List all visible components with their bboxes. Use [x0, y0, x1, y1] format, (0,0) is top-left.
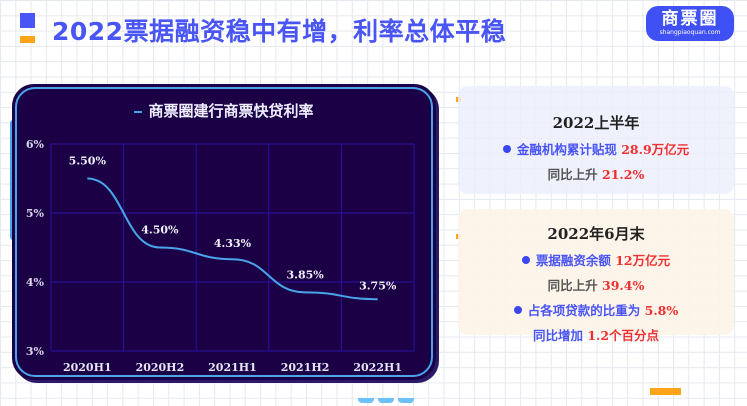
stat-label: 占各项贷款的比重为 [527, 303, 641, 318]
data-label: 4.33% [214, 237, 252, 250]
bullet-icon [513, 306, 522, 314]
panel-line: 同比上升 21.2% [458, 164, 734, 183]
stat-value: 5.8% [644, 303, 679, 318]
y-tick-label: 6% [26, 138, 45, 151]
stat-value: 28.9万亿元 [621, 142, 690, 157]
legend-dash-icon [134, 111, 143, 113]
title-marker-orange [20, 36, 35, 43]
stat-label: 同比增加 [532, 328, 583, 343]
panel-line: 同比增加 1.2个百分点 [458, 325, 734, 344]
data-label: 3.75% [359, 279, 397, 292]
y-tick-label: 3% [26, 345, 45, 358]
panel-line: 占各项贷款的比重为 5.8% [458, 300, 734, 319]
data-label: 5.50% [69, 155, 107, 168]
stat-value: 39.4% [602, 278, 645, 293]
logo-url: shangpiaoquan.com [659, 29, 721, 36]
chart-card-border [15, 87, 433, 377]
y-tick-label: 4% [26, 276, 45, 289]
chart-title: 商票圈建行商票快贷利率 [12, 100, 436, 121]
chart-title-text: 商票圈建行商票快贷利率 [148, 102, 314, 120]
bullet-icon [521, 256, 530, 264]
panel-2022-h1: 2022上半年 金融机构累计贴现 28.9万亿元 同比上升 21.2% [458, 86, 734, 194]
stat-label: 同比上升 [547, 167, 598, 182]
decor-bar [650, 388, 681, 395]
panel-2022-june: 2022年6月末 票据融资余额 12万亿元 同比上升 39.4% 占各项贷款的比… [458, 209, 734, 343]
logo-text: 商票圈 [661, 9, 719, 29]
stat-label: 同比上升 [547, 278, 598, 293]
x-tick-label: 2022H1 [353, 361, 402, 374]
panel-heading: 2022上半年 [552, 114, 640, 132]
x-tick-label: 2020H2 [136, 361, 185, 374]
chart-card: 商票圈建行商票快贷利率 3% 4% 5% 6% 2020H1 2020H2 2021H1 20… [12, 84, 436, 380]
panel-line: 同比上升 39.4% [458, 275, 734, 294]
stat-value: 1.2个百分点 [587, 328, 660, 343]
line-chart: 3% 4% 5% 6% 2020H1 2020H2 2021H1 2021H2 2022H1 5.… [26, 138, 415, 374]
page-title: 2022票据融资稳中有增，利率总体平稳 [52, 17, 507, 46]
x-tick-label: 2021H1 [208, 361, 257, 374]
stat-value: 12万亿元 [615, 253, 671, 268]
data-label: 4.50% [141, 224, 179, 237]
bullet-icon [502, 145, 511, 153]
panel-line: 金融机构累计贴现 28.9万亿元 [458, 139, 734, 158]
panel-line: 票据融资余额 12万亿元 [458, 250, 734, 269]
panel-heading: 2022年6月末 [547, 225, 645, 243]
brand-logo: 商票圈 shangpiaoquan.com [646, 6, 734, 41]
data-label: 3.85% [286, 268, 324, 281]
title-marker-blue [20, 13, 35, 28]
stat-label: 票据融资余额 [535, 253, 611, 268]
y-tick-label: 5% [26, 207, 45, 220]
x-tick-label: 2020H1 [63, 361, 112, 374]
rate-line [87, 177, 378, 301]
stat-value: 21.2% [602, 167, 645, 182]
x-tick-label: 2021H2 [281, 361, 330, 374]
stat-label: 金融机构累计贴现 [516, 142, 617, 157]
